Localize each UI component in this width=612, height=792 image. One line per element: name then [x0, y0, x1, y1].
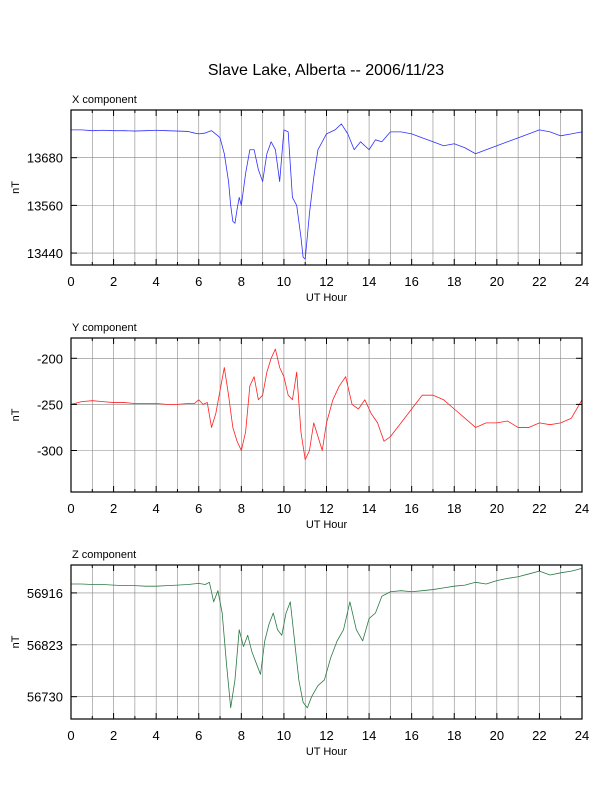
x-tick-label: 18 — [447, 501, 461, 516]
y-tick-label: -200 — [37, 351, 63, 366]
x-tick-label: 0 — [67, 501, 74, 516]
panel-label: Z component — [72, 549, 136, 561]
x-tick-label: 20 — [490, 274, 504, 289]
y-tick-label: 56730 — [27, 690, 63, 705]
y-axis-title: nT — [10, 181, 22, 194]
x-tick-label: 10 — [277, 501, 291, 516]
x-tick-label: 4 — [153, 501, 160, 516]
series-line — [70, 348, 583, 461]
x-tick-label: 24 — [575, 501, 589, 516]
x-axis-title: UT Hour — [306, 746, 348, 758]
x-tick-label: 10 — [277, 274, 291, 289]
x-tick-label: 24 — [575, 728, 589, 743]
x-tick-label: 0 — [67, 274, 74, 289]
chart-title: Slave Lake, Alberta -- 2006/11/23 — [208, 62, 444, 79]
x-tick-label: 4 — [153, 728, 160, 743]
x-tick-label: 16 — [404, 501, 418, 516]
x-tick-label: 12 — [319, 274, 333, 289]
x-tick-label: 12 — [319, 728, 333, 743]
x-tick-label: 24 — [575, 274, 589, 289]
x-tick-label: 8 — [238, 728, 245, 743]
panel-label: X component — [72, 94, 137, 106]
x-tick-label: 6 — [195, 274, 202, 289]
x-tick-label: 2 — [110, 274, 117, 289]
x-tick-label: 8 — [238, 274, 245, 289]
series-line — [71, 123, 583, 260]
y-tick-label: -300 — [37, 444, 63, 459]
series-line — [71, 567, 583, 709]
x-tick-label: 18 — [447, 274, 461, 289]
x-tick-label: 8 — [238, 501, 245, 516]
y-tick-label: -250 — [37, 397, 63, 412]
x-axis-title: UT Hour — [306, 292, 348, 304]
y-tick-label: 56823 — [27, 638, 63, 653]
x-tick-label: 2 — [110, 501, 117, 516]
y-axis-title: nT — [10, 635, 22, 648]
x-axis-title: UT Hour — [306, 519, 348, 531]
x-tick-label: 12 — [319, 501, 333, 516]
panel-label: Y component — [72, 322, 137, 334]
x-tick-label: 6 — [195, 501, 202, 516]
x-tick-label: 10 — [277, 728, 291, 743]
x-tick-label: 14 — [362, 274, 376, 289]
x-tick-label: 0 — [67, 728, 74, 743]
y-tick-label: 13560 — [27, 198, 63, 213]
x-tick-label: 22 — [532, 728, 546, 743]
x-tick-label: 14 — [362, 728, 376, 743]
y-axis-title: nT — [10, 408, 22, 421]
x-tick-label: 2 — [110, 728, 117, 743]
x-tick-label: 20 — [490, 728, 504, 743]
y-tick-label: 56916 — [27, 586, 63, 601]
y-tick-label: 13440 — [27, 246, 63, 261]
x-tick-label: 16 — [404, 728, 418, 743]
x-tick-label: 22 — [532, 274, 546, 289]
x-tick-label: 4 — [153, 274, 160, 289]
y-tick-label: 13680 — [27, 151, 63, 166]
x-tick-label: 18 — [447, 728, 461, 743]
x-tick-label: 22 — [532, 501, 546, 516]
x-tick-label: 16 — [404, 274, 418, 289]
x-tick-label: 20 — [490, 501, 504, 516]
x-tick-label: 14 — [362, 501, 376, 516]
x-tick-label: 6 — [195, 728, 202, 743]
